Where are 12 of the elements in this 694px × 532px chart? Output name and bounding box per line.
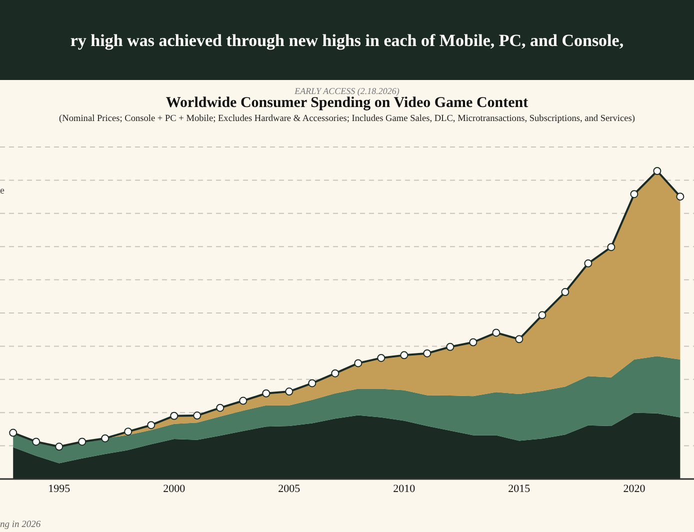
text: ry high was achieved through new highs in each of Mobile, PC, and Console, [70, 30, 624, 50]
chart-subtitle: (Nominal Prices; Console + PC + Mobile; Excludes Hardware & Accessories; Includes Game Sales, DLC, Microtransactions, Subscriptions, and Services) [59, 114, 635, 124]
text: ng in 2026 [0, 520, 41, 530]
x-tick-label: 2005 [278, 483, 301, 495]
chart-title: Worldwide Consumer Spending on Video Game Content [166, 95, 528, 111]
x-tick-label: 2010 [393, 483, 416, 495]
x-tick-label: 2015 [508, 483, 531, 495]
x-tick-label: 2020 [623, 483, 646, 495]
annotation: e [0, 185, 5, 196]
x-tick-label: 1995 [48, 483, 71, 495]
text: EARLY ACCESS (2.18.2026) [294, 86, 400, 96]
x-tick-label: 2000 [163, 483, 186, 495]
